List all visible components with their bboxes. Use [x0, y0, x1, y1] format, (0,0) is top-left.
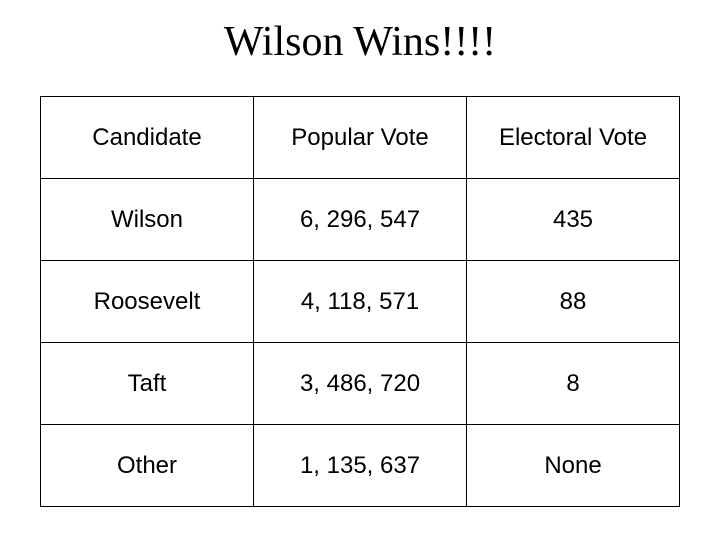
col-header-electoral: Electoral Vote: [467, 97, 680, 179]
table-row: Roosevelt 4, 118, 571 88: [41, 261, 680, 343]
col-header-candidate: Candidate: [41, 97, 254, 179]
page-title: Wilson Wins!!!!: [224, 18, 496, 66]
table-row: Taft 3, 486, 720 8: [41, 343, 680, 425]
cell-candidate: Wilson: [41, 179, 254, 261]
cell-electoral: 88: [467, 261, 680, 343]
col-header-popular: Popular Vote: [254, 97, 467, 179]
cell-popular: 1, 135, 637: [254, 425, 467, 507]
cell-popular: 6, 296, 547: [254, 179, 467, 261]
cell-candidate: Taft: [41, 343, 254, 425]
table-row: Wilson 6, 296, 547 435: [41, 179, 680, 261]
cell-electoral: None: [467, 425, 680, 507]
table-header-row: Candidate Popular Vote Electoral Vote: [41, 97, 680, 179]
cell-popular: 4, 118, 571: [254, 261, 467, 343]
table-row: Other 1, 135, 637 None: [41, 425, 680, 507]
cell-electoral: 8: [467, 343, 680, 425]
cell-candidate: Other: [41, 425, 254, 507]
cell-candidate: Roosevelt: [41, 261, 254, 343]
cell-electoral: 435: [467, 179, 680, 261]
results-table: Candidate Popular Vote Electoral Vote Wi…: [40, 96, 680, 507]
slide-container: Wilson Wins!!!! Candidate Popular Vote E…: [0, 0, 720, 540]
cell-popular: 3, 486, 720: [254, 343, 467, 425]
